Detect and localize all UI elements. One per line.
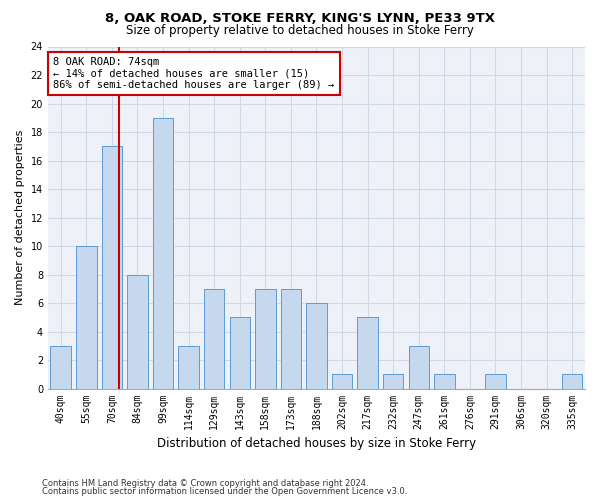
Bar <box>230 318 250 388</box>
Bar <box>485 374 506 388</box>
Bar <box>127 274 148 388</box>
Bar <box>332 374 352 388</box>
Bar <box>101 146 122 388</box>
Bar <box>255 289 275 388</box>
Text: 8 OAK ROAD: 74sqm
← 14% of detached houses are smaller (15)
86% of semi-detached: 8 OAK ROAD: 74sqm ← 14% of detached hous… <box>53 57 335 90</box>
Text: Contains HM Land Registry data © Crown copyright and database right 2024.: Contains HM Land Registry data © Crown c… <box>42 478 368 488</box>
X-axis label: Distribution of detached houses by size in Stoke Ferry: Distribution of detached houses by size … <box>157 437 476 450</box>
Y-axis label: Number of detached properties: Number of detached properties <box>15 130 25 305</box>
Bar <box>306 303 326 388</box>
Bar <box>50 346 71 389</box>
Bar <box>409 346 429 389</box>
Bar <box>153 118 173 388</box>
Bar <box>76 246 97 388</box>
Bar <box>204 289 224 388</box>
Text: Size of property relative to detached houses in Stoke Ferry: Size of property relative to detached ho… <box>126 24 474 37</box>
Bar <box>434 374 455 388</box>
Text: Contains public sector information licensed under the Open Government Licence v3: Contains public sector information licen… <box>42 487 407 496</box>
Bar <box>178 346 199 389</box>
Bar <box>562 374 583 388</box>
Text: 8, OAK ROAD, STOKE FERRY, KING'S LYNN, PE33 9TX: 8, OAK ROAD, STOKE FERRY, KING'S LYNN, P… <box>105 12 495 26</box>
Bar <box>383 374 403 388</box>
Bar <box>281 289 301 388</box>
Bar <box>358 318 378 388</box>
